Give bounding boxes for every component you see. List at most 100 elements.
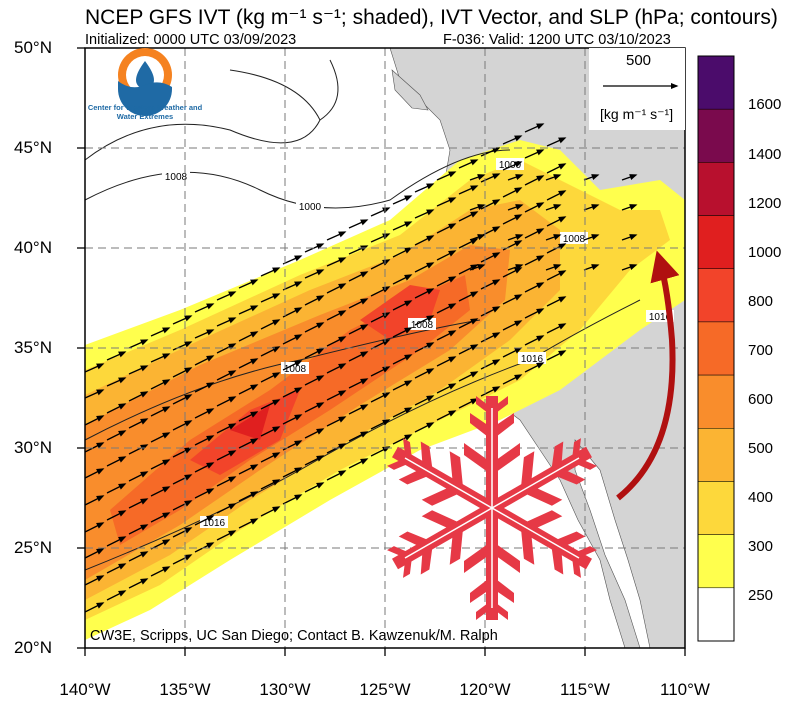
ivt-vector <box>458 185 479 195</box>
ivt-vector <box>128 578 149 589</box>
ivt-vector <box>546 216 567 227</box>
ivt-vector <box>150 486 171 497</box>
colorbar-swatch <box>697 374 735 429</box>
ivt-vector <box>480 386 501 397</box>
ivt-vector <box>304 402 325 413</box>
credit-line: CW3E, Scripps, UC San Diego; Contact B. … <box>90 628 498 644</box>
ivt-vector <box>106 483 127 494</box>
ivt-vector <box>545 174 562 181</box>
colorbar-swatch <box>697 534 735 589</box>
slp-label: 1008 <box>411 320 434 331</box>
ivt-vector <box>348 219 369 229</box>
ivt-vector <box>524 255 545 266</box>
ivt-vector <box>106 536 127 547</box>
ivt-vector <box>260 479 281 490</box>
ivt-vector <box>348 378 369 389</box>
ivt-vector <box>458 291 479 302</box>
colorbar-swatch <box>697 55 735 110</box>
colorbar-label: 1600 <box>748 96 782 113</box>
slp-label: 1016 <box>649 312 672 323</box>
ivt-vector <box>85 468 105 479</box>
ivt-vector <box>238 518 259 529</box>
lon-label: 135°W <box>159 680 211 699</box>
init-time: Initialized: 0000 UTC 03/09/2023 <box>85 32 297 48</box>
ivt-vector <box>238 384 259 395</box>
slp-label: 1016 <box>521 354 544 365</box>
ivt-vector <box>458 318 479 329</box>
slp-label: 1008 <box>563 234 586 245</box>
colorbar-label: 800 <box>748 293 774 310</box>
ivt-vector <box>502 214 523 225</box>
ivt-vector <box>524 362 545 373</box>
ivt-vector <box>194 303 215 313</box>
ivt-vector <box>150 459 171 470</box>
ivt-vector <box>85 495 105 506</box>
ivt-vector <box>469 264 486 271</box>
ivt-vector <box>326 363 347 374</box>
ivt-vector <box>524 202 545 213</box>
ivt-vector <box>414 315 435 326</box>
ivt-vector <box>150 512 171 523</box>
ivt-vector <box>304 322 325 333</box>
ivt-vector <box>414 422 435 433</box>
ivt-vector <box>326 283 347 294</box>
lon-label: 140°W <box>59 680 111 699</box>
lon-label: 125°W <box>359 680 411 699</box>
ivt-vector <box>414 183 435 193</box>
ivt-vector <box>502 187 523 198</box>
ivt-vector <box>436 276 457 287</box>
reference-vector-value: 500 <box>626 52 652 69</box>
ivt-vector <box>392 247 413 258</box>
colorbar-swatch <box>697 428 735 482</box>
ivt-vector <box>458 264 479 275</box>
ivt-vector <box>85 415 105 426</box>
ivt-vector <box>216 343 237 354</box>
ivt-vector <box>348 431 369 442</box>
ivt-vector <box>304 482 325 493</box>
ivt-vector <box>370 207 391 217</box>
ivt-vector <box>621 234 638 241</box>
ivt-vector <box>326 310 347 321</box>
ivt-vector <box>545 204 562 211</box>
ivt-vector <box>370 286 391 297</box>
lat-label: 45°N <box>14 138 52 157</box>
ivt-vector <box>128 365 149 375</box>
ivt-vector <box>392 274 413 285</box>
ivt-vector <box>216 317 237 327</box>
ivt-vector <box>546 350 567 361</box>
ivt-vector <box>507 264 524 271</box>
ar-direction-arrow <box>616 250 680 501</box>
ivt-vector <box>260 267 281 277</box>
ivt-vector <box>326 231 347 241</box>
ivt-vector <box>216 423 237 434</box>
ivt-vector <box>469 204 486 211</box>
ivt-vector <box>128 444 149 455</box>
ivt-vector <box>370 392 391 403</box>
ivt-vector <box>282 387 303 398</box>
ivt-vector <box>583 174 600 181</box>
ivt-vector <box>260 452 281 463</box>
ivt-vector <box>326 470 347 481</box>
ivt-vector <box>621 174 638 181</box>
ivt-vector <box>392 434 413 445</box>
reference-vector-box <box>589 48 685 130</box>
colorbar-label: 1400 <box>748 146 782 163</box>
ivt-vector <box>128 524 149 535</box>
ivt-vector <box>150 432 171 443</box>
ivt-vector <box>414 288 435 299</box>
ivt-vector <box>583 264 600 271</box>
ivt-vector <box>480 252 501 263</box>
ivt-vector <box>436 410 457 421</box>
ivt-vector <box>436 330 457 341</box>
ivt-vector <box>392 221 413 231</box>
ivt-vector <box>392 195 413 205</box>
lon-label: 110°W <box>660 680 710 699</box>
ivt-vector <box>172 474 193 485</box>
ivt-vector <box>370 366 391 377</box>
ivt-vector <box>507 234 524 241</box>
ivt-vector <box>194 462 215 473</box>
ivt-vector <box>194 435 215 446</box>
ivt-vector <box>128 551 149 562</box>
lon-label: 130°W <box>259 680 311 699</box>
ivt-vector <box>546 163 567 174</box>
